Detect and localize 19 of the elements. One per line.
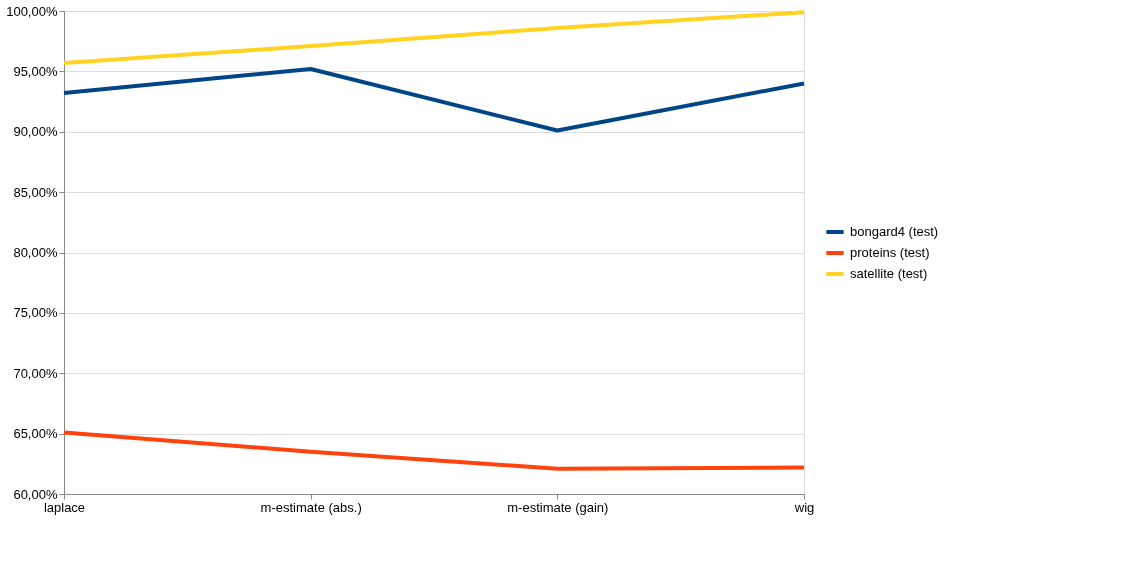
y-tick-label: 85,00% xyxy=(13,184,58,200)
y-tick-label: 95,00% xyxy=(13,63,58,79)
legend-label: proteins (test) xyxy=(850,245,930,260)
y-tick-label: 100,00% xyxy=(6,3,58,19)
legend-label: satellite (test) xyxy=(850,266,928,281)
y-tick-label: 90,00% xyxy=(13,124,58,140)
legend-label: bongard4 (test) xyxy=(850,224,939,239)
y-tick-label: 80,00% xyxy=(13,245,58,260)
x-tick-label: laplace xyxy=(43,499,86,515)
x-tick-label: m-estimate (abs.) xyxy=(260,499,362,515)
y-tick-label: 65,00% xyxy=(13,426,58,442)
y-tick-label: 70,00% xyxy=(13,365,58,381)
y-tick-label: 60,00% xyxy=(13,486,58,502)
y-tick-label: 75,00% xyxy=(13,305,58,321)
line-series xyxy=(62,10,806,65)
line-series xyxy=(62,66,806,133)
line-series xyxy=(62,430,806,471)
x-tick-label: m-estimate (gain) xyxy=(507,499,609,515)
x-tick-label: wig xyxy=(793,499,815,515)
